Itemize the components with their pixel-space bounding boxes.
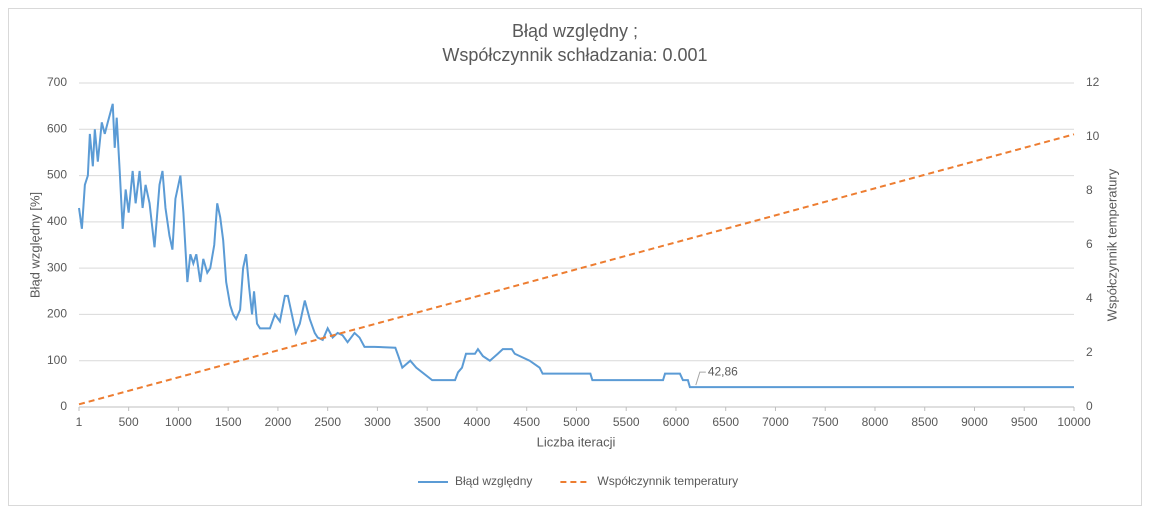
annotation-label: 42,86 (708, 364, 738, 378)
x-tick-label: 3500 (414, 415, 441, 429)
y2-tick-label: 10 (1086, 129, 1100, 143)
x-tick-label: 4000 (464, 415, 491, 429)
x-tick-label: 7500 (812, 415, 839, 429)
x-tick-label: 8000 (862, 415, 889, 429)
y2-axis-label: Współczynnik temperatury (1104, 168, 1119, 321)
x-tick-label: 6000 (663, 415, 690, 429)
x-tick-label: 2500 (314, 415, 341, 429)
y-tick-label: 100 (47, 353, 67, 367)
y2-tick-label: 0 (1086, 399, 1093, 413)
legend-label: Współczynnik temperatury (597, 474, 738, 488)
x-tick-label: 6500 (712, 415, 739, 429)
x-tick-label: 500 (119, 415, 139, 429)
y2-tick-label: 2 (1086, 345, 1093, 359)
x-tick-label: 4500 (513, 415, 540, 429)
x-tick-label: 7000 (762, 415, 789, 429)
x-tick-label: 8500 (911, 415, 938, 429)
x-tick-label: 9500 (1011, 415, 1038, 429)
y2-tick-label: 6 (1086, 237, 1093, 251)
y-tick-label: 0 (60, 399, 67, 413)
series-line (78, 103, 1074, 389)
x-tick-label: 1 (76, 415, 83, 429)
y-tick-label: 200 (47, 307, 67, 321)
x-tick-label: 5500 (613, 415, 640, 429)
x-tick-label: 9000 (961, 415, 988, 429)
x-tick-label: 5000 (563, 415, 590, 429)
x-tick-label: 3000 (364, 415, 391, 429)
y-axis-label: Błąd względny [%] (27, 192, 42, 298)
x-tick-label: 1000 (165, 415, 192, 429)
y-tick-label: 400 (47, 214, 67, 228)
x-tick-label: 1500 (215, 415, 242, 429)
y-tick-label: 600 (47, 121, 67, 135)
x-tick-label: 2000 (265, 415, 292, 429)
y2-tick-label: 4 (1086, 291, 1093, 305)
chart-subtitle: Współczynnik schładzania: 0.001 (442, 45, 707, 65)
y-tick-label: 700 (47, 75, 67, 89)
legend-label: Błąd względny (455, 474, 532, 488)
chart-title: Błąd względny ; (512, 21, 638, 41)
annotation-leader (695, 371, 706, 386)
series-line (78, 133, 1075, 406)
x-axis-label: Liczba iteracji (537, 434, 616, 449)
y2-tick-label: 12 (1086, 75, 1100, 89)
y2-tick-label: 8 (1086, 183, 1093, 197)
x-tick-label: 10000 (1057, 415, 1091, 429)
y-tick-label: 500 (47, 168, 67, 182)
y-tick-label: 300 (47, 260, 67, 274)
